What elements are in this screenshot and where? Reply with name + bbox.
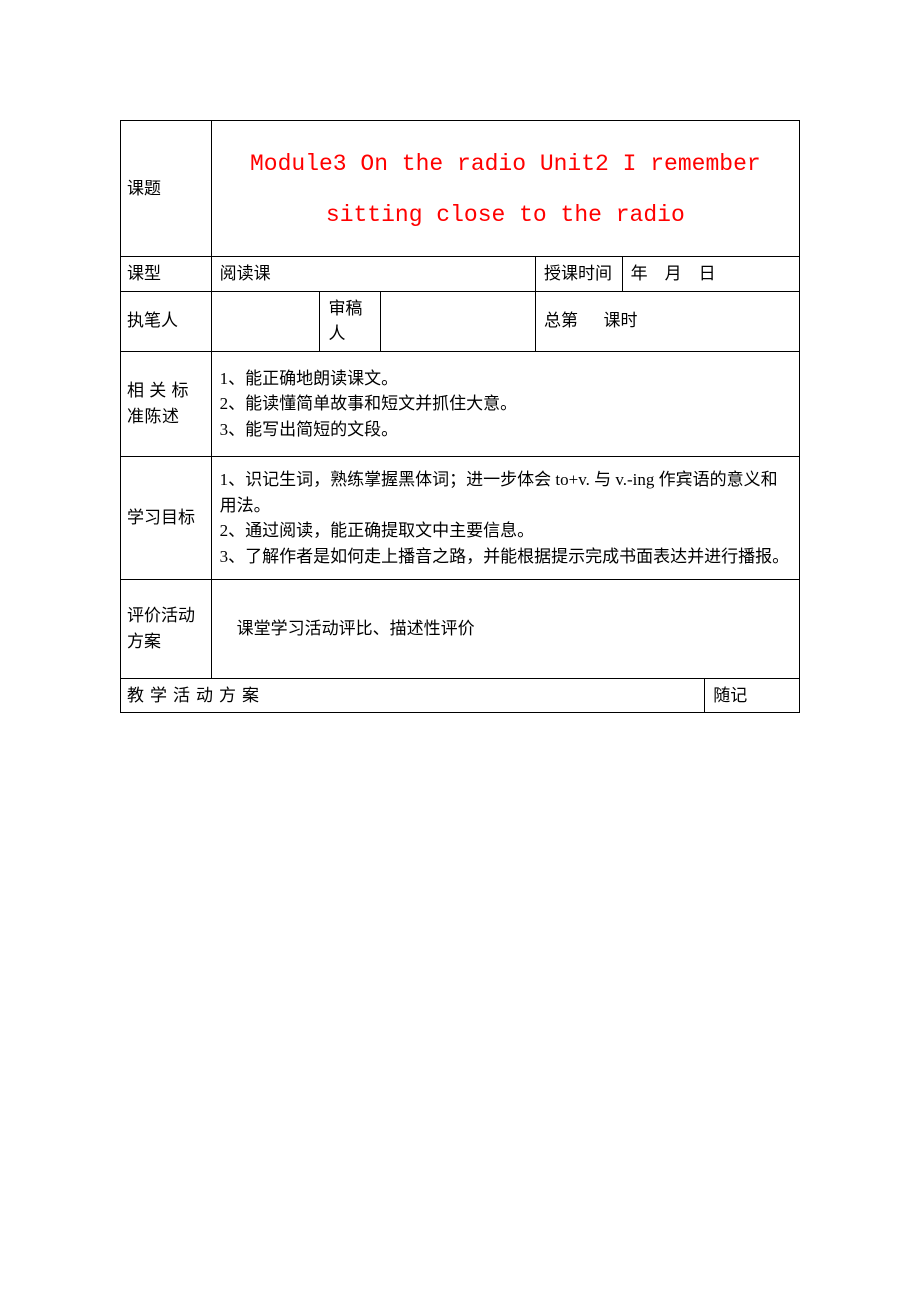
goals-label: 学习目标: [121, 457, 212, 580]
notes-label: 随记: [705, 678, 800, 713]
title-row: 课题 Module3 On the radio Unit2 I remember…: [121, 121, 800, 257]
standards-label: 相 关 标 准陈述: [121, 351, 212, 457]
writer-row: 执笔人 审稿人 总第 课时: [121, 291, 800, 351]
goals-content: 1、识记生词，熟练掌握黑体词；进一步体会 to+v. 与 v.-ing 作宾语的…: [211, 457, 799, 580]
reviewer-label: 审稿人: [320, 291, 380, 351]
time-label: 授课时间: [536, 257, 623, 292]
writer-label: 执笔人: [121, 291, 212, 351]
period-label: 总第: [544, 311, 578, 330]
goals-line-3: 3、了解作者是如何走上播音之路，并能根据提示完成书面表达并进行播报。: [220, 544, 791, 570]
reviewer-value: [380, 291, 535, 351]
goals-line-2: 2、通过阅读，能正确提取文中主要信息。: [220, 518, 791, 544]
standards-row: 相 关 标 准陈述 1、能正确地朗读课文。 2、能读懂简单故事和短文并抓住大意。…: [121, 351, 800, 457]
goals-row: 学习目标 1、识记生词，熟练掌握黑体词；进一步体会 to+v. 与 v.-ing…: [121, 457, 800, 580]
title-label: 课题: [121, 121, 212, 257]
eval-label: 评价活动方案: [121, 580, 212, 679]
type-label: 课型: [121, 257, 212, 292]
standards-line-3: 3、能写出简短的文段。: [220, 417, 791, 443]
lesson-plan-table: 课题 Module3 On the radio Unit2 I remember…: [120, 120, 800, 713]
plan-label: 教学活动方案: [121, 678, 705, 713]
standards-line-2: 2、能读懂简单故事和短文并抓住大意。: [220, 391, 791, 417]
period-cell: 总第 课时: [536, 291, 800, 351]
goals-line-1: 1、识记生词，熟练掌握黑体词；进一步体会 to+v. 与 v.-ing 作宾语的…: [220, 467, 791, 518]
lesson-title: Module3 On the radio Unit2 I remember si…: [250, 151, 761, 228]
type-row: 课型 阅读课 授课时间 年 月 日: [121, 257, 800, 292]
standards-content: 1、能正确地朗读课文。 2、能读懂简单故事和短文并抓住大意。 3、能写出简短的文…: [211, 351, 799, 457]
standards-line-1: 1、能正确地朗读课文。: [220, 366, 791, 392]
period-suffix: 课时: [604, 311, 638, 330]
title-cell: Module3 On the radio Unit2 I remember si…: [211, 121, 799, 257]
type-value: 阅读课: [211, 257, 535, 292]
plan-row: 教学活动方案 随记: [121, 678, 800, 713]
eval-value: 课堂学习活动评比、描述性评价: [237, 619, 475, 638]
time-value: 年 月 日: [622, 257, 799, 292]
eval-content: 课堂学习活动评比、描述性评价: [211, 580, 799, 679]
writer-value: [211, 291, 320, 351]
eval-row: 评价活动方案 课堂学习活动评比、描述性评价: [121, 580, 800, 679]
